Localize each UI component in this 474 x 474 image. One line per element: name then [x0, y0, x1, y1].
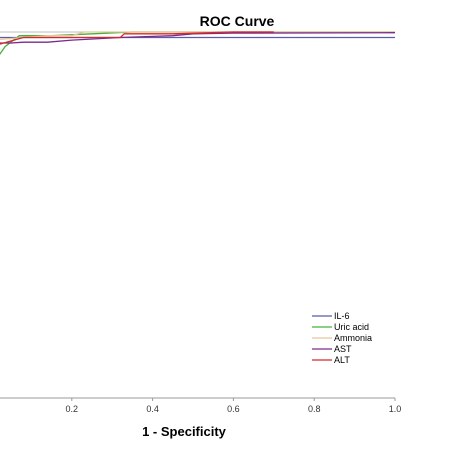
x-axis-ticks: 0.2 0.4 0.6 0.8 1.0 — [66, 398, 402, 414]
legend-label: IL-6 — [334, 311, 350, 321]
series-line-ast — [0, 32, 396, 44]
x-axis-label: 1 - Specificity — [142, 424, 227, 439]
series-lines — [0, 31, 396, 56]
x-tick-label: 0.2 — [66, 404, 79, 414]
x-tick-label: 1.0 — [389, 404, 402, 414]
x-tick-label: 0.6 — [227, 404, 240, 414]
legend-label: AST — [334, 344, 352, 354]
chart-title: ROC Curve — [200, 13, 275, 29]
series-line-alt — [0, 31, 274, 45]
legend-label: Uric acid — [334, 322, 369, 332]
legend-label: ALT — [334, 355, 350, 365]
x-tick-label: 0.4 — [146, 404, 159, 414]
legend-label: Ammonia — [334, 333, 372, 343]
x-tick-label: 0.8 — [308, 404, 321, 414]
